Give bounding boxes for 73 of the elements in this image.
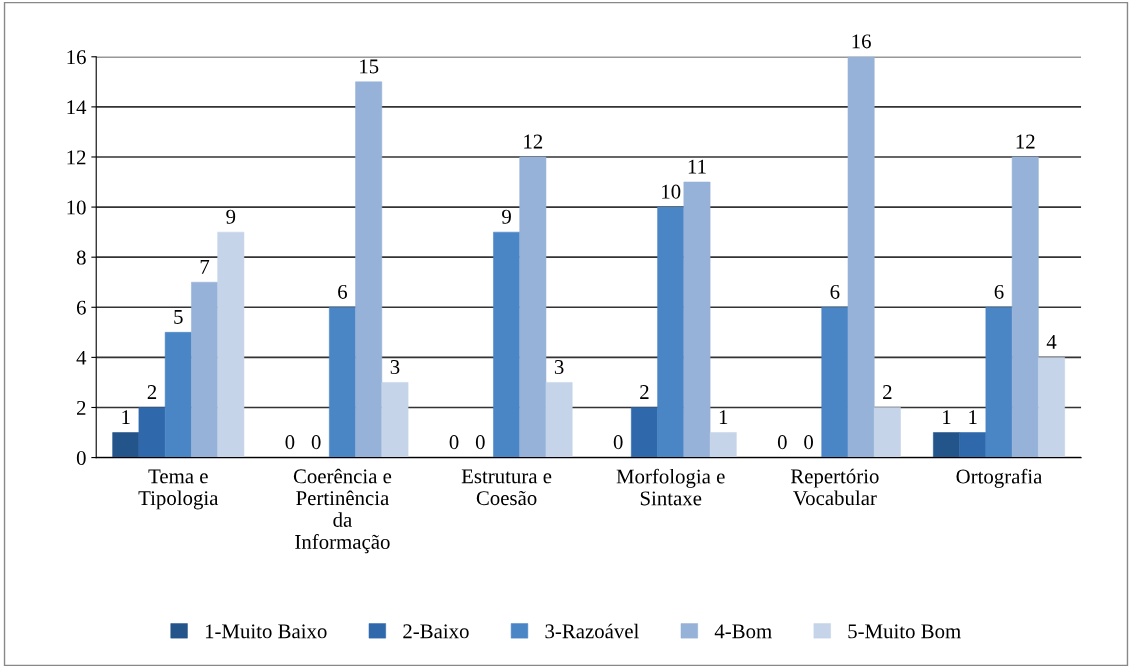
data-label: 7 [200, 259, 210, 274]
data-label: 12 [524, 134, 543, 149]
y-tick-label: 4 [76, 350, 87, 365]
data-label: 0 [804, 435, 813, 450]
data-label: 6 [338, 284, 348, 299]
y-tick-label: 8 [76, 250, 86, 265]
bar [1038, 357, 1065, 458]
bar [191, 281, 218, 458]
y-tick-label: 0 [76, 450, 86, 466]
data-label: 0 [311, 435, 321, 450]
data-label: 1 [943, 410, 951, 424]
data-label: 1 [719, 410, 728, 424]
bar [381, 382, 409, 458]
data-label: 0 [613, 435, 623, 450]
y-tick-label: 10 [67, 200, 86, 215]
bar [821, 307, 849, 458]
data-label: 5 [174, 310, 183, 324]
legend-label: 2-Baixo [403, 624, 469, 639]
y-tick-label: 16 [67, 50, 86, 65]
bar [355, 81, 383, 458]
y-tick-label: 14 [67, 100, 87, 115]
data-label: 3 [390, 360, 400, 375]
x-tick-label: Repertório Vocabular [790, 468, 879, 506]
data-label: 16 [852, 34, 871, 49]
data-label: 9 [226, 209, 236, 224]
data-label: 2 [640, 385, 649, 399]
data-label: 11 [688, 159, 706, 174]
y-tick-label: 2 [77, 400, 86, 415]
data-label: 0 [285, 435, 295, 450]
x-tick-label: Morfologia e Sintaxe [616, 468, 725, 506]
bar [1011, 156, 1039, 458]
y-tick-label: 6 [76, 300, 86, 315]
bar [217, 231, 245, 458]
data-label: 1 [969, 410, 977, 424]
bar [933, 432, 960, 458]
x-tick-label: Tema e Tipologia [138, 469, 219, 510]
legend-label: 5-Muito Bom [848, 624, 961, 639]
bar [683, 181, 711, 458]
legend-label: 3-Razoável [545, 623, 639, 639]
legend-label: 4-Bom [714, 624, 772, 639]
data-label: 12 [1016, 134, 1035, 149]
x-tick-label: Estrutura e Coesão [461, 469, 552, 506]
x-tick-label: Ortografia [956, 468, 1043, 488]
bar [847, 56, 875, 458]
data-label: 15 [360, 59, 379, 74]
data-label: 1 [122, 410, 130, 424]
bar [519, 156, 547, 458]
bar [959, 432, 987, 458]
y-tick-label: 12 [67, 150, 86, 165]
data-label: 2 [147, 385, 157, 399]
bar [545, 382, 573, 458]
data-label: 2 [883, 385, 892, 399]
bar [873, 407, 901, 458]
data-label: 3 [554, 360, 564, 375]
data-label: 4 [1046, 335, 1057, 349]
bar [985, 307, 1013, 458]
data-label: 10 [662, 184, 681, 199]
bar [709, 432, 737, 458]
bar [493, 231, 520, 458]
data-label: 0 [449, 435, 459, 450]
bar [329, 307, 356, 458]
bar [112, 432, 140, 458]
bar [631, 407, 658, 458]
bar [164, 332, 192, 458]
data-label: 6 [830, 284, 840, 299]
x-tick-label: Coerência e Pertinência da Informação [293, 468, 392, 554]
data-label: 9 [502, 209, 511, 224]
legend-label: 1-Muito Baixo [205, 624, 327, 639]
data-label: 6 [994, 284, 1004, 299]
bar [657, 206, 685, 458]
bar [138, 407, 166, 458]
data-label: 0 [475, 435, 485, 450]
data-label: 0 [777, 435, 787, 450]
